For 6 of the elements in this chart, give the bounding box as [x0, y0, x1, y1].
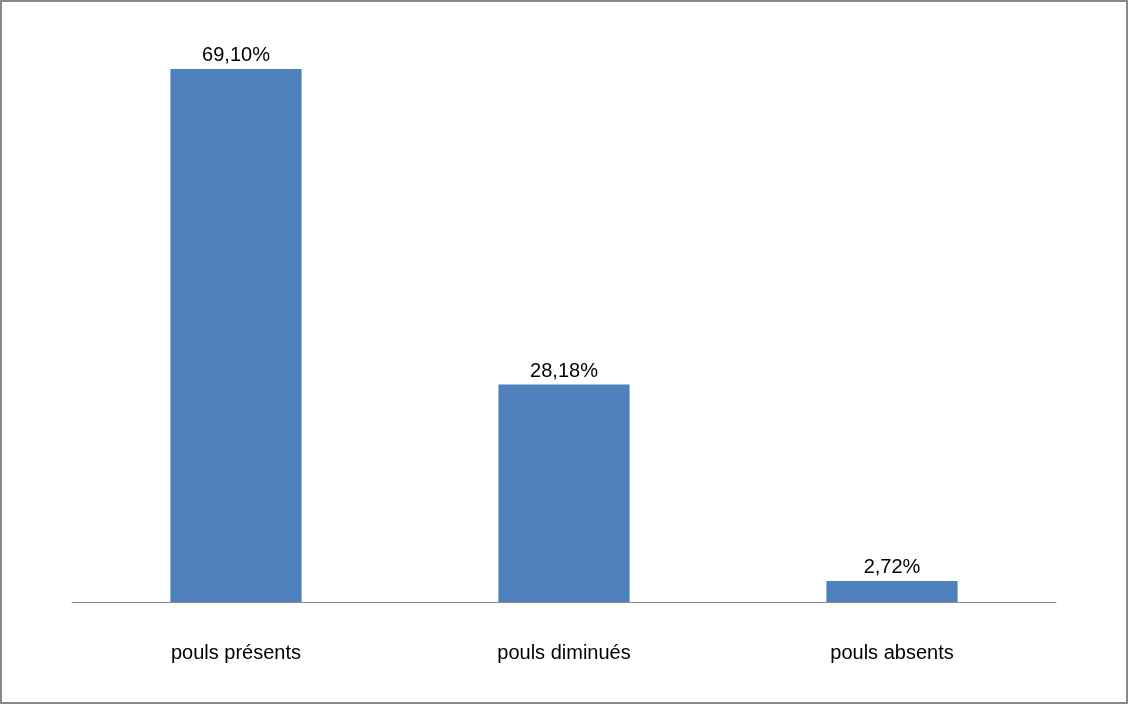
data-label: 2,72%	[863, 555, 921, 578]
x-tick-label: pouls présents	[170, 641, 302, 663]
x-tick-label: pouls absents	[830, 641, 954, 663]
x-tick-label: pouls diminués	[497, 641, 631, 663]
data-label: 28,18%	[530, 358, 599, 381]
data-label: 69,10%	[202, 42, 271, 65]
